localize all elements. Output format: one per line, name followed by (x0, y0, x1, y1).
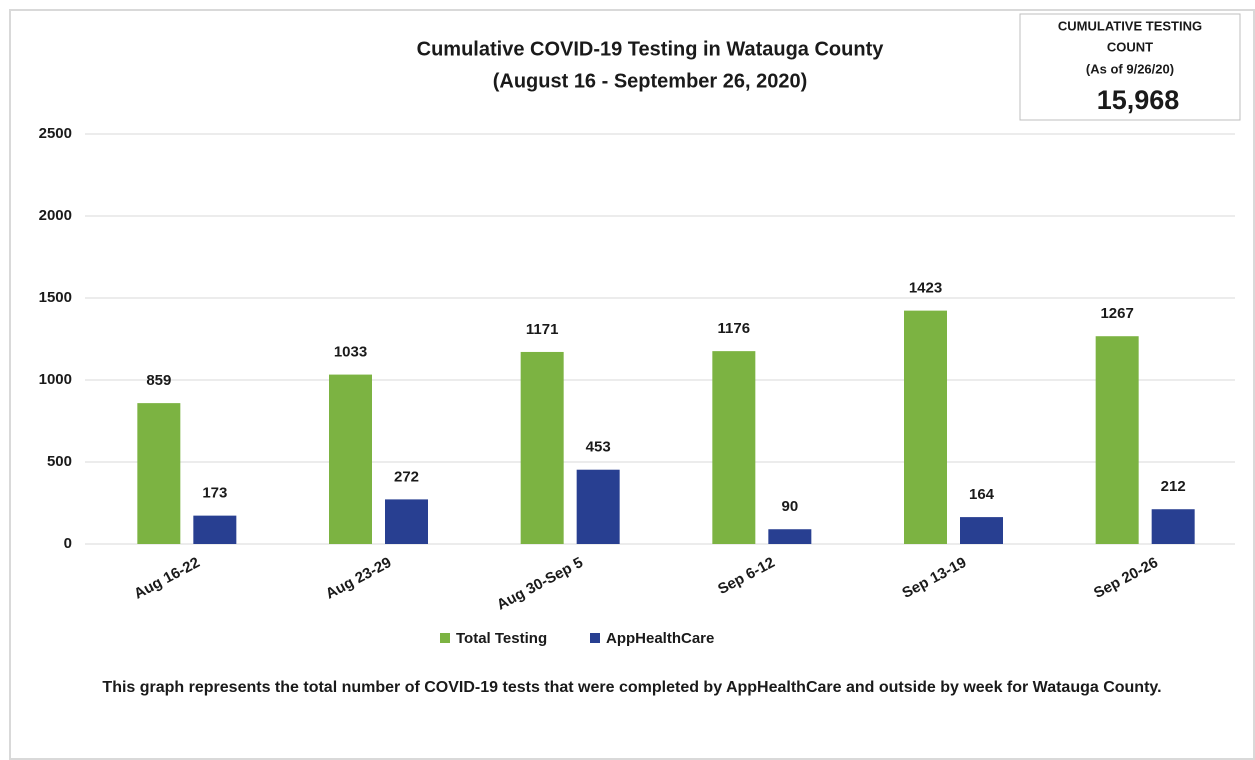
y-tick-label: 2500 (39, 125, 72, 142)
legend-swatch (590, 633, 600, 643)
y-tick-label: 0 (64, 535, 72, 552)
data-label: 453 (586, 439, 611, 456)
footnote: This graph represents the total number o… (102, 679, 1161, 696)
bar (329, 374, 372, 544)
data-label: 1267 (1100, 305, 1133, 322)
box-count: 15,968 (1097, 85, 1180, 115)
box-line: COUNT (1107, 39, 1153, 54)
bar (385, 499, 428, 544)
bar (1095, 336, 1139, 544)
chart-title: Cumulative COVID-19 Testing in Watauga C… (417, 38, 885, 60)
y-tick-label: 1500 (39, 289, 72, 306)
data-label: 1033 (334, 344, 367, 361)
bar (520, 351, 564, 544)
bar (576, 469, 620, 544)
legend-label: Total Testing (456, 630, 547, 647)
bar (960, 517, 1003, 544)
data-label: 90 (781, 498, 798, 515)
box-line: CUMULATIVE TESTING (1058, 18, 1202, 33)
data-label: 859 (146, 372, 171, 389)
legend-label: AppHealthCare (606, 630, 714, 647)
data-label: 1176 (718, 320, 751, 337)
bar (137, 403, 181, 544)
frame (9, 9, 1255, 760)
bar (904, 310, 947, 544)
data-label: 1171 (526, 321, 559, 338)
data-label: 164 (969, 486, 995, 503)
data-label: 1423 (909, 280, 942, 297)
count-box (1019, 13, 1241, 121)
chart-subtitle: (August 16 - September 26, 2020) (493, 70, 808, 92)
y-tick-label: 1000 (39, 371, 72, 388)
data-label: 173 (202, 485, 227, 502)
legend-swatch (440, 633, 450, 643)
y-tick-label: 2000 (39, 207, 72, 224)
bar (193, 515, 237, 544)
bar (712, 351, 756, 544)
bar (1151, 509, 1195, 544)
bar (768, 529, 812, 544)
box-line: (As of 9/26/20) (1086, 61, 1174, 76)
data-label: 212 (1161, 478, 1186, 495)
y-tick-label: 500 (47, 453, 72, 470)
data-label: 272 (394, 468, 419, 485)
